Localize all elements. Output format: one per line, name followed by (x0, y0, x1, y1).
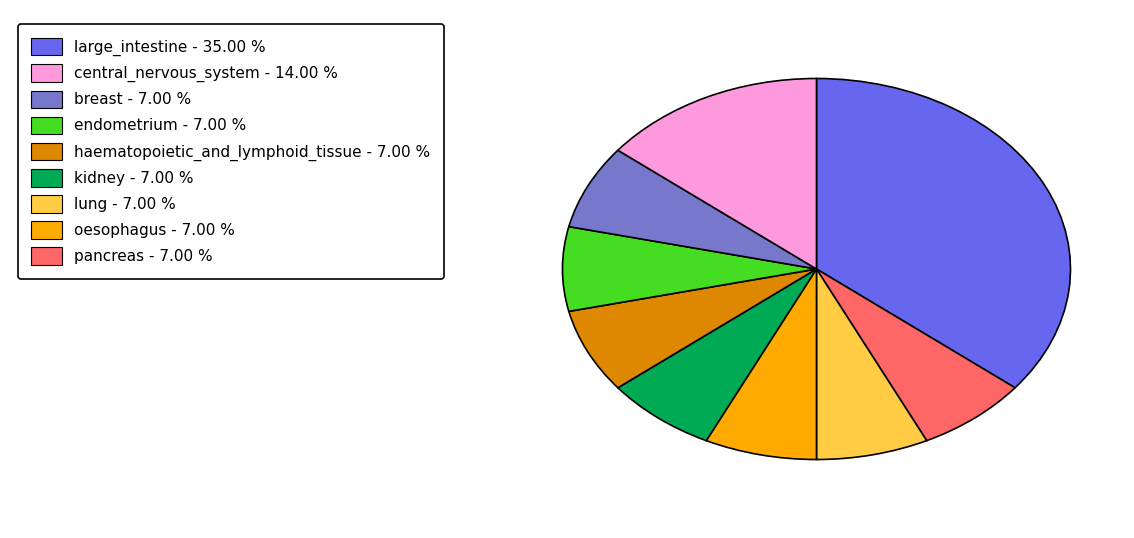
Wedge shape (569, 269, 816, 388)
Wedge shape (816, 269, 1015, 441)
Wedge shape (706, 269, 816, 459)
Wedge shape (562, 226, 816, 312)
Wedge shape (618, 269, 816, 441)
Legend: large_intestine - 35.00 %, central_nervous_system - 14.00 %, breast - 7.00 %, en: large_intestine - 35.00 %, central_nervo… (18, 24, 445, 279)
Wedge shape (569, 150, 816, 269)
Wedge shape (816, 79, 1070, 388)
Wedge shape (816, 269, 926, 459)
Wedge shape (618, 79, 816, 269)
